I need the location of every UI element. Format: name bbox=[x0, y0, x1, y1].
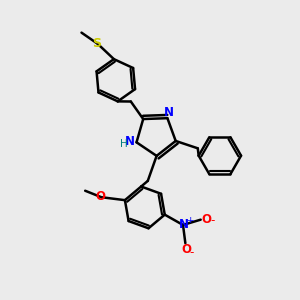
Text: O: O bbox=[181, 243, 191, 256]
Text: N: N bbox=[164, 106, 174, 119]
Text: +: + bbox=[186, 216, 193, 225]
Text: H: H bbox=[120, 139, 128, 149]
Text: O: O bbox=[202, 213, 212, 226]
Text: N: N bbox=[125, 135, 135, 148]
Text: -: - bbox=[190, 245, 194, 259]
Text: -: - bbox=[210, 214, 214, 227]
Text: N: N bbox=[178, 218, 189, 231]
Text: O: O bbox=[96, 190, 106, 202]
Text: S: S bbox=[92, 37, 101, 50]
